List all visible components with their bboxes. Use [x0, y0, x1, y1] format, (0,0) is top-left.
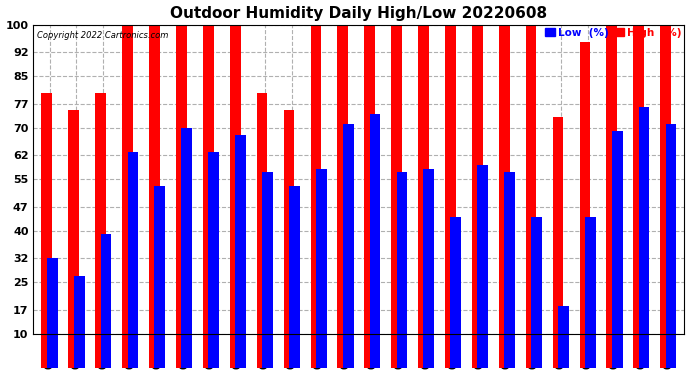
Bar [499, 24, 510, 368]
Bar [257, 93, 268, 368]
Bar [451, 217, 461, 368]
Bar [284, 111, 295, 368]
Bar [477, 165, 488, 368]
Bar [262, 172, 273, 368]
Bar [230, 24, 241, 368]
Title: Outdoor Humidity Daily High/Low 20220608: Outdoor Humidity Daily High/Low 20220608 [170, 6, 547, 21]
Bar [504, 172, 515, 368]
Bar [47, 258, 58, 368]
Bar [289, 186, 299, 368]
Bar [74, 276, 85, 368]
Bar [660, 24, 671, 368]
Bar [364, 24, 375, 368]
Bar [397, 172, 407, 368]
Bar [666, 124, 676, 368]
Bar [633, 24, 644, 368]
Bar [558, 306, 569, 368]
Bar [128, 152, 138, 368]
Text: Copyright 2022 Cartronics.com: Copyright 2022 Cartronics.com [37, 31, 168, 40]
Bar [472, 24, 483, 368]
Bar [181, 128, 192, 368]
Bar [122, 24, 133, 368]
Bar [585, 217, 595, 368]
Legend: Low  (%), High  (%): Low (%), High (%) [543, 26, 683, 40]
Bar [424, 169, 434, 368]
Bar [68, 111, 79, 368]
Bar [155, 186, 165, 368]
Bar [343, 124, 353, 368]
Bar [149, 24, 160, 368]
Bar [607, 24, 617, 368]
Bar [95, 93, 106, 368]
Bar [391, 24, 402, 368]
Bar [418, 24, 429, 368]
Bar [310, 24, 322, 368]
Bar [526, 24, 537, 368]
Bar [203, 24, 214, 368]
Bar [101, 234, 111, 368]
Bar [208, 152, 219, 368]
Bar [553, 117, 564, 368]
Bar [445, 24, 456, 368]
Bar [235, 135, 246, 368]
Bar [176, 24, 187, 368]
Bar [370, 114, 380, 368]
Bar [531, 217, 542, 368]
Bar [337, 24, 348, 368]
Bar [612, 131, 622, 368]
Bar [41, 93, 52, 368]
Bar [639, 107, 649, 368]
Bar [580, 42, 590, 368]
Bar [316, 169, 326, 368]
